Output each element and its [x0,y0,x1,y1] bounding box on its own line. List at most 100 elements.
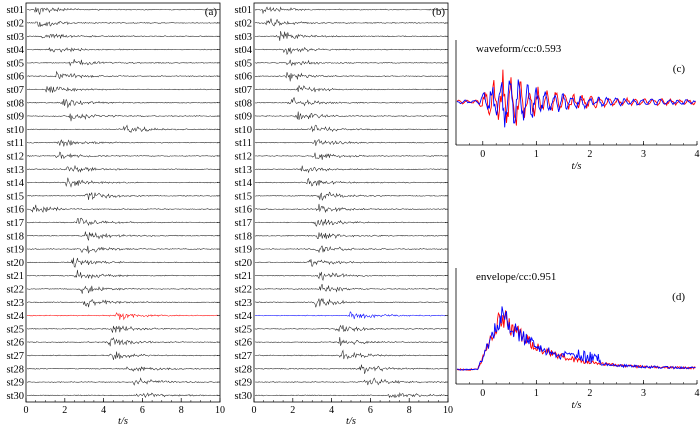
station-label: st18 [6,231,24,242]
trace-st13 [254,165,447,174]
x-tick-label: 6 [368,405,373,416]
station-label: st29 [6,378,24,389]
trace-st20 [26,257,219,268]
trace-st28 [254,364,447,374]
trace-st14 [254,177,447,187]
x-tick-label: 0 [252,405,257,416]
trace-st20 [254,259,447,267]
trace-st07 [26,86,219,93]
station-label: st03 [6,32,24,43]
x-tick-label: 2 [62,405,67,416]
station-label: st10 [234,125,252,136]
trace-st22 [254,284,447,293]
panel-tag: (a) [205,6,218,18]
trace-st06 [27,70,219,80]
x-tick-label: 3 [641,149,646,160]
trace-st02 [254,18,447,27]
panel-tag: (d) [672,291,685,303]
trace-st15 [27,192,219,201]
trace-st29 [26,377,219,386]
trace-st19 [254,245,447,254]
trace-st26 [27,337,219,347]
panel-c: 0 1 2 3 4 t/s waveform/cc:0.593 (c) [455,40,700,172]
panel-b: st01 st02 st03 st04 st05 st06 st07 st08 st09 st10… [234,2,453,427]
station-label: st22 [234,284,252,295]
trace-st17 [254,218,447,227]
station-label: st27 [234,351,252,362]
panel-tag: (c) [673,63,686,75]
station-label: st08 [234,98,252,109]
station-label: st21 [234,271,252,282]
panel-tag: (b) [432,6,445,18]
station-label: st17 [234,218,252,229]
station-label: st10 [6,125,24,136]
station-label: st16 [234,205,252,216]
x-tick-label: 4 [101,405,106,416]
trace-st29 [254,377,447,386]
trace-st23 [27,299,219,308]
x-tick-label: 8 [407,405,412,416]
x-tick-label: 10 [443,405,453,416]
trace-st03 [254,31,447,41]
station-label: st18 [234,231,252,242]
trace-st11 [254,138,447,146]
x-tick-label: 2 [290,405,295,416]
trace-st11 [26,139,219,147]
station-label: st06 [234,72,252,83]
x-tick-label: 1 [534,149,539,160]
station-label: st08 [6,98,24,109]
trace-st24 [254,311,447,320]
panel-title: envelope/cc:0.951 [476,271,556,283]
trace-st16 [26,204,219,213]
trace-st05 [254,59,447,67]
trace-st15 [254,191,447,201]
x-axis-label: t/s [118,416,128,427]
station-label: st22 [6,284,24,295]
station-label: st27 [6,351,24,362]
station-label: st03 [234,32,252,43]
station-label: st09 [234,112,252,123]
station-label: st11 [235,138,252,149]
trace-st13 [26,164,219,173]
station-label: st20 [234,258,252,269]
panel-d: 0 1 2 3 4 t/s envelope/cc:0.951 (d) [455,268,700,411]
trace-st04 [254,47,447,56]
station-label: st21 [6,271,24,282]
panel-a: st01 st02 st03 st04 st05 st06 st07 st08 st09 st10… [6,2,225,427]
x-axis-label: t/s [572,400,582,411]
trace-st06 [254,72,447,82]
waveform-series-1 [456,69,696,126]
station-label: st05 [234,58,252,69]
station-label: st24 [6,311,24,322]
x-tick-label: 10 [215,405,225,416]
trace-st25 [254,324,447,332]
station-label: st15 [6,191,24,202]
station-label: st06 [6,72,24,83]
station-label: st05 [6,58,24,69]
x-axis-label: t/s [572,161,582,172]
x-tick-label: 2 [587,149,592,160]
trace-st02 [27,21,219,28]
trace-st05 [26,59,219,67]
station-label: st19 [6,245,24,256]
envelope-series-2 [456,306,696,371]
station-label: st29 [234,378,252,389]
trace-st30 [254,392,447,399]
station-label: st19 [234,245,252,256]
x-tick-label: 0 [480,388,485,399]
trace-st08 [26,98,219,109]
trace-st04 [27,47,219,53]
waveform-series-2 [456,79,696,128]
panel-title: waveform/cc:0.593 [476,43,562,55]
station-label: st15 [234,191,252,202]
trace-st27 [254,349,447,360]
x-tick-label: 8 [179,405,184,416]
trace-st16 [254,203,447,214]
x-tick-label: 4 [329,405,334,416]
trace-st18 [26,231,219,241]
x-tick-label: 6 [140,405,145,416]
trace-st30 [26,392,219,398]
trace-st08 [254,97,447,107]
x-tick-label: 1 [534,388,539,399]
station-label: st13 [234,165,252,176]
